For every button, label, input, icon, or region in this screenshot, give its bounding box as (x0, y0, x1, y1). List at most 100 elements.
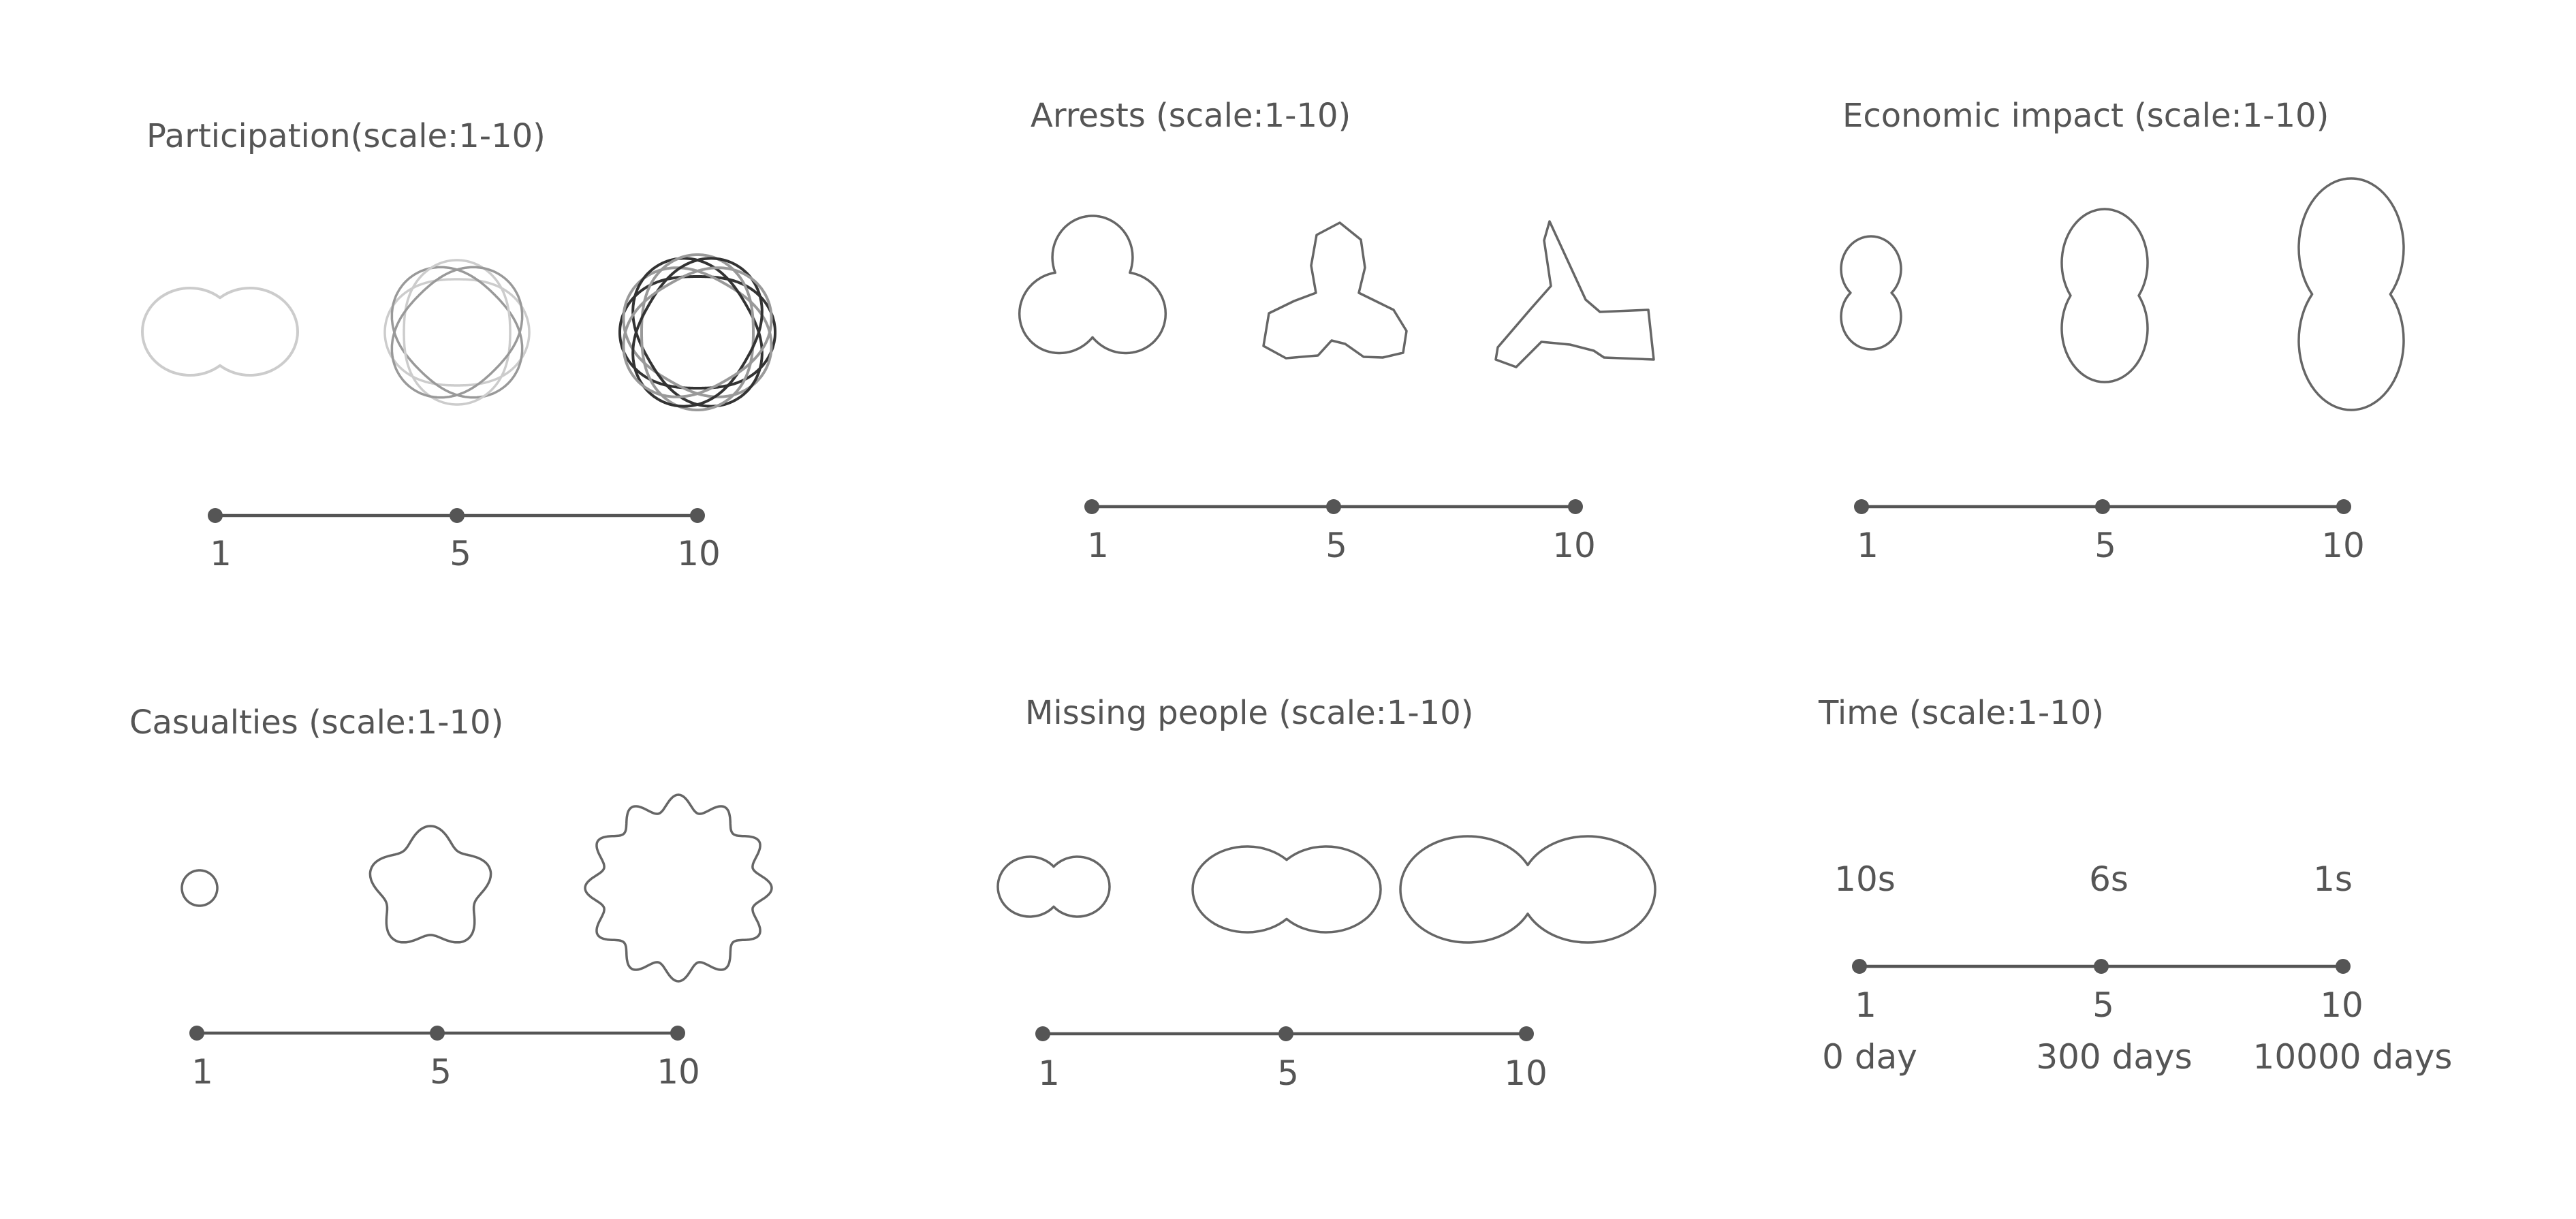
economic-glyph-5 (2060, 208, 2149, 383)
glyph-outline (180, 869, 219, 907)
glyph-outline (1018, 215, 1167, 355)
glyph-outline (622, 266, 773, 398)
panel-title: Time (scale:1-10) (1818, 694, 2104, 732)
participation-glyph-1 (141, 287, 299, 377)
axis-dot (208, 508, 223, 523)
axis-dot (1326, 499, 1341, 514)
days-label: 0 day (1822, 1037, 1917, 1077)
axis-dot (2336, 959, 2351, 974)
days-label: 10000 days (2253, 1037, 2453, 1077)
tick-label: 1 (1857, 526, 1879, 565)
participation-glyph-5 (383, 259, 531, 406)
days-label: 300 days (2036, 1037, 2192, 1077)
tick-label: 1 (1038, 1054, 1060, 1093)
casualties-glyph-10 (584, 793, 773, 983)
panel-casualties: Casualties (scale:1-10) 1 5 10 (129, 703, 773, 1092)
axis-dot (2095, 499, 2110, 514)
axis-dot (690, 508, 705, 523)
casualties-glyph-1 (180, 869, 219, 907)
axis-dot (670, 1026, 685, 1041)
arrests-glyphs (1018, 215, 1655, 368)
axis-dot (1568, 499, 1583, 514)
panel-title: Participation(scale:1-10) (146, 117, 546, 155)
arrests-glyph-1 (1018, 215, 1167, 355)
tick-label: 5 (1277, 1054, 1299, 1093)
economic-glyph-1 (1840, 235, 1902, 351)
glyph-outline (996, 855, 1111, 918)
tick-label: 10 (2320, 985, 2363, 1025)
glyph-outline (1262, 221, 1408, 360)
missing-glyph-1 (996, 855, 1111, 918)
glyph-outline (618, 275, 776, 390)
panel-title: Casualties (scale:1-10) (129, 703, 503, 742)
panel-title: Missing people (scale:1-10) (1025, 694, 1473, 732)
arrests-glyph-5 (1262, 221, 1408, 360)
glyph-outline (390, 266, 524, 399)
duration-label: 6s (2089, 859, 2129, 899)
glyph-outline (390, 266, 524, 399)
panel-missing-people: Missing people (scale:1-10) 1 5 10 (996, 694, 1656, 1093)
axis-dot (1035, 1026, 1050, 1041)
tick-label: 5 (430, 1052, 452, 1092)
axis-dot (1084, 499, 1099, 514)
axis-dot (2336, 499, 2351, 514)
scale-axis: 1 5 10 (189, 1026, 700, 1092)
axis-dot (1854, 499, 1869, 514)
panel-arrests: Arrests (scale:1-10) 1 5 10 (1018, 97, 1655, 565)
missing-glyph-10 (1399, 835, 1656, 944)
scale-axis: 1 5 10 (1035, 1026, 1548, 1093)
arrests-glyph-10 (1494, 220, 1655, 368)
tick-label: 1 (1087, 526, 1109, 565)
casualties-glyph-5 (368, 825, 492, 944)
glyph-outline (403, 259, 512, 406)
tick-label: 10 (677, 534, 721, 573)
tick-label: 5 (2094, 526, 2116, 565)
panel-time: Time (scale:1-10) 10s 6s 1s 1 5 10 0 day… (1818, 694, 2452, 1077)
scale-axis: 1 5 10 (1084, 499, 1596, 565)
axis-dot (189, 1026, 204, 1041)
scale-axis: 1 5 10 (1852, 959, 2363, 1025)
tick-label: 10 (1552, 526, 1596, 565)
tick-label: 10 (2321, 526, 2365, 565)
participation-glyphs (141, 253, 776, 411)
panel-participation: Participation(scale:1-10) 1 5 10 (141, 117, 776, 573)
scale-axis: 1 5 10 (208, 508, 721, 573)
tick-label: 10 (1504, 1054, 1548, 1093)
panel-title: Economic impact (scale:1-10) (1842, 97, 2329, 135)
economic-glyph-10 (2297, 177, 2405, 411)
tick-label: 10 (657, 1052, 700, 1092)
axis-dot (1519, 1026, 1534, 1041)
axis-dot (1852, 959, 1867, 974)
axis-dot (1278, 1026, 1293, 1041)
casualties-glyphs (180, 793, 773, 983)
tick-label: 1 (1855, 985, 1876, 1025)
glyph-outline (368, 825, 492, 944)
glyph-outline (1494, 220, 1655, 368)
tick-label: 5 (2092, 985, 2114, 1025)
tick-label: 5 (1325, 526, 1347, 565)
axis-dot (2094, 959, 2109, 974)
missing-glyph-5 (1191, 845, 1382, 934)
glyph-outline (584, 793, 773, 983)
participation-glyph-10 (618, 253, 776, 411)
glyph-outline (1840, 235, 1902, 351)
glyph-outline (1191, 845, 1382, 934)
axis-dot (450, 508, 465, 523)
tick-label: 1 (210, 534, 232, 573)
scale-axis: 1 5 10 (1854, 499, 2365, 565)
tick-label: 1 (191, 1052, 213, 1092)
glyph-outline (1399, 835, 1656, 944)
axis-dot (430, 1026, 445, 1041)
duration-label: 10s (1834, 859, 1896, 899)
glyph-outline (141, 287, 299, 377)
glyph-outline (631, 257, 764, 408)
economic-glyphs (1840, 177, 2405, 411)
glyph-outline (640, 253, 755, 411)
panel-economic-impact: Economic impact (scale:1-10) 1 5 10 (1840, 97, 2405, 565)
missing-glyphs (996, 835, 1656, 944)
tick-label: 5 (450, 534, 471, 573)
duration-label: 1s (2313, 859, 2353, 899)
glyph-outline (2060, 208, 2149, 383)
glyph-outline (383, 278, 531, 387)
